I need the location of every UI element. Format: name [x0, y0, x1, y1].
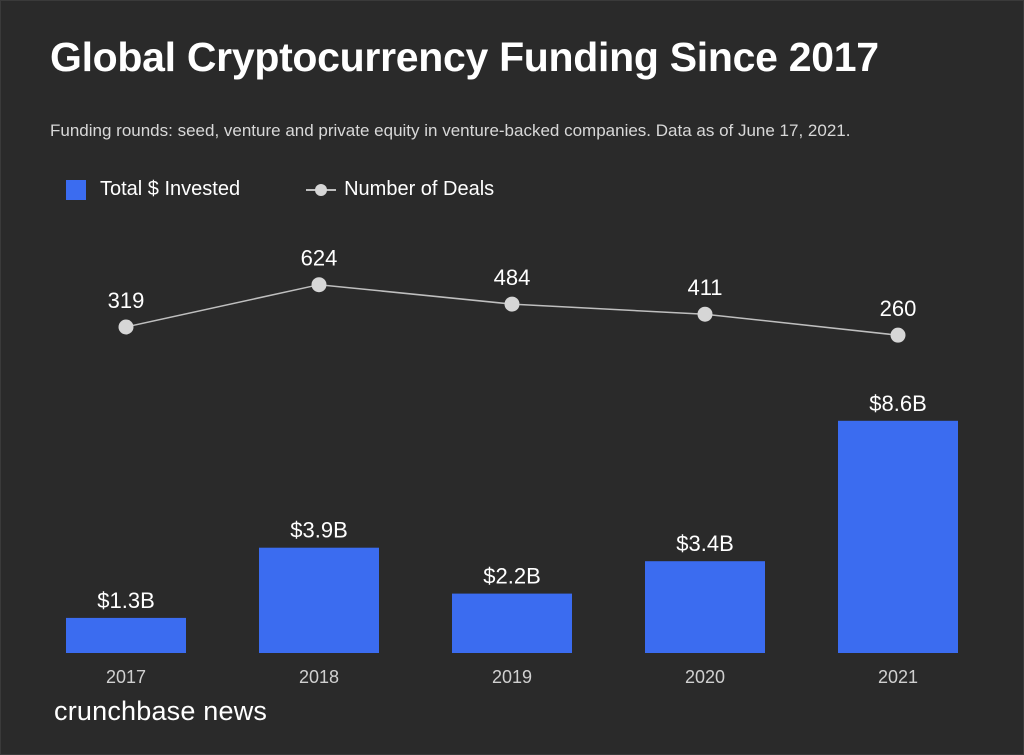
legend-line-label: Number of Deals [344, 178, 495, 200]
deals-point [311, 277, 327, 293]
deals-value-label: 484 [494, 265, 531, 290]
bar [645, 561, 765, 653]
deals-value-label: 319 [108, 288, 145, 313]
deals-value-label: 411 [687, 275, 722, 300]
bar-value-label: $2.2B [483, 564, 541, 589]
bar-value-label: $3.9B [290, 518, 348, 543]
x-tick-label: 2020 [685, 667, 725, 687]
bar-value-label: $8.6B [869, 391, 927, 416]
legend-bar-swatch [66, 179, 86, 200]
bar-value-label: $1.3B [97, 588, 155, 613]
legend-line-swatch [306, 180, 337, 200]
legend-item-deals: Number of Deals [306, 178, 494, 201]
chart-subtitle: Funding rounds: seed, venture and privat… [50, 121, 851, 140]
brand-logo: crunchbase news [54, 696, 268, 726]
bar-value-label: $3.4B [676, 531, 734, 556]
deals-point [697, 306, 713, 322]
x-tick-label: 2018 [299, 667, 339, 687]
deals-value-label: 260 [880, 296, 917, 321]
legend-item-invested: Total $ Invested [66, 178, 240, 201]
legend-bar-label: Total $ Invested [100, 178, 241, 200]
deals-point [504, 296, 520, 312]
deals-value-label: 624 [301, 246, 338, 271]
chart-title: Global Cryptocurrency Funding Since 2017 [50, 34, 879, 80]
deals-point [118, 319, 134, 335]
bar [838, 420, 958, 653]
x-tick-label: 2017 [106, 667, 146, 687]
deals-point [890, 327, 906, 343]
bar [259, 547, 379, 653]
bar [66, 617, 186, 653]
x-tick-label: 2019 [492, 667, 532, 687]
x-tick-label: 2021 [878, 667, 918, 687]
legend: Total $ Invested Number of Deals [66, 178, 560, 201]
bar [452, 593, 572, 653]
